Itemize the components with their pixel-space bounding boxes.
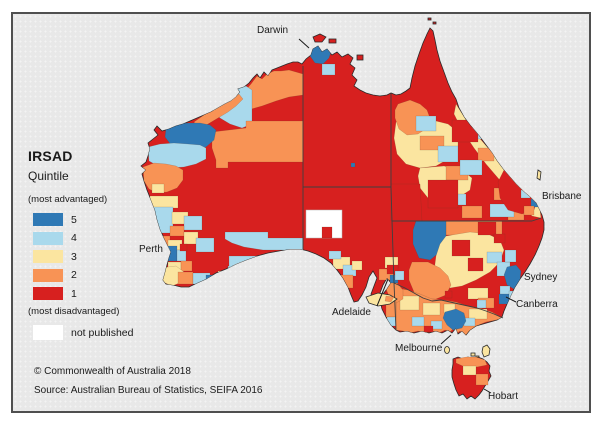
city-label-canberra: Canberra: [516, 299, 558, 310]
legend-swatch-quintile-5: [33, 213, 63, 226]
city-label-hobart: Hobart: [488, 391, 519, 402]
city-label-sydney: Sydney: [524, 272, 558, 283]
legend-label-quintile-5: 5: [71, 213, 77, 226]
city-label-melbourne: Melbourne: [395, 343, 443, 354]
legend-swatch-quintile-4: [33, 231, 63, 245]
copyright-text: © Commonwealth of Australia 2018: [34, 366, 191, 377]
legend-swatch-quintile-1: [33, 287, 63, 300]
legend-item-4: 4: [33, 231, 77, 245]
legend-label-not-published: not published: [71, 326, 134, 339]
city-label-perth: Perth: [139, 244, 163, 255]
legend: IRSAD Quintile: [28, 148, 158, 183]
legend-label-quintile-4: 4: [71, 232, 77, 244]
legend-label-quintile-3: 3: [71, 250, 77, 263]
legend-item-1: 1: [33, 287, 77, 300]
legend-label-quintile-1: 1: [71, 287, 77, 300]
legend-items: 5 4 3 2 1: [33, 213, 77, 306]
legend-note-most-advantaged: (most advantaged): [28, 194, 108, 205]
legend-item-5: 5: [33, 213, 77, 226]
source-text: Source: Australian Bureau of Statistics,…: [34, 385, 263, 396]
legend-title: IRSAD: [28, 148, 73, 164]
legend-item-2: 2: [33, 268, 77, 282]
legend-swatch-quintile-2: [33, 268, 63, 282]
city-label-brisbane: Brisbane: [542, 191, 582, 202]
legend-swatch-quintile-3: [33, 250, 63, 263]
legend-subtitle: Quintile: [28, 169, 69, 183]
legend-label-quintile-2: 2: [71, 269, 77, 281]
city-label-darwin: Darwin: [257, 25, 289, 36]
legend-item-3: 3: [33, 250, 77, 263]
legend-swatch-not-published: [33, 325, 63, 340]
legend-note-most-disadvantaged: (most disadvantaged): [28, 306, 120, 317]
legend-item-not-published: not published: [33, 325, 133, 340]
city-label-adelaide: Adelaide: [332, 307, 371, 318]
map-frame: [11, 12, 591, 413]
